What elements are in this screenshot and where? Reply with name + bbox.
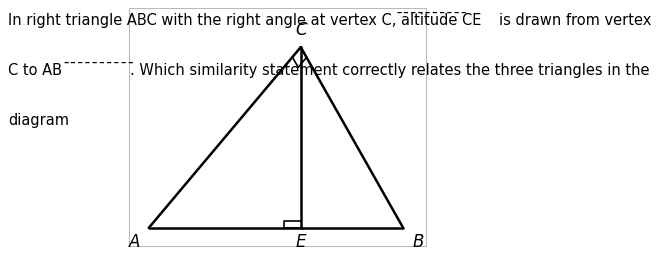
Text: In right triangle ABC with the right angle at vertex C, altitude CE: In right triangle ABC with the right ang… — [8, 13, 481, 28]
Text: diagram: diagram — [8, 113, 69, 128]
Text: . Which similarity statement correctly relates the three triangles in the: . Which similarity statement correctly r… — [130, 63, 650, 78]
Text: ¯¯¯¯¯¯¯¯¯¯: ¯¯¯¯¯¯¯¯¯¯ — [395, 12, 468, 27]
FancyBboxPatch shape — [129, 8, 426, 246]
Text: ¯¯¯¯¯¯¯¯¯¯: ¯¯¯¯¯¯¯¯¯¯ — [62, 62, 135, 77]
Text: C to AB: C to AB — [8, 63, 62, 78]
Text: B: B — [412, 233, 424, 251]
Text: is drawn from vertex: is drawn from vertex — [499, 13, 652, 28]
Text: A: A — [128, 233, 140, 251]
Text: E: E — [295, 233, 306, 251]
Text: C: C — [295, 21, 307, 39]
